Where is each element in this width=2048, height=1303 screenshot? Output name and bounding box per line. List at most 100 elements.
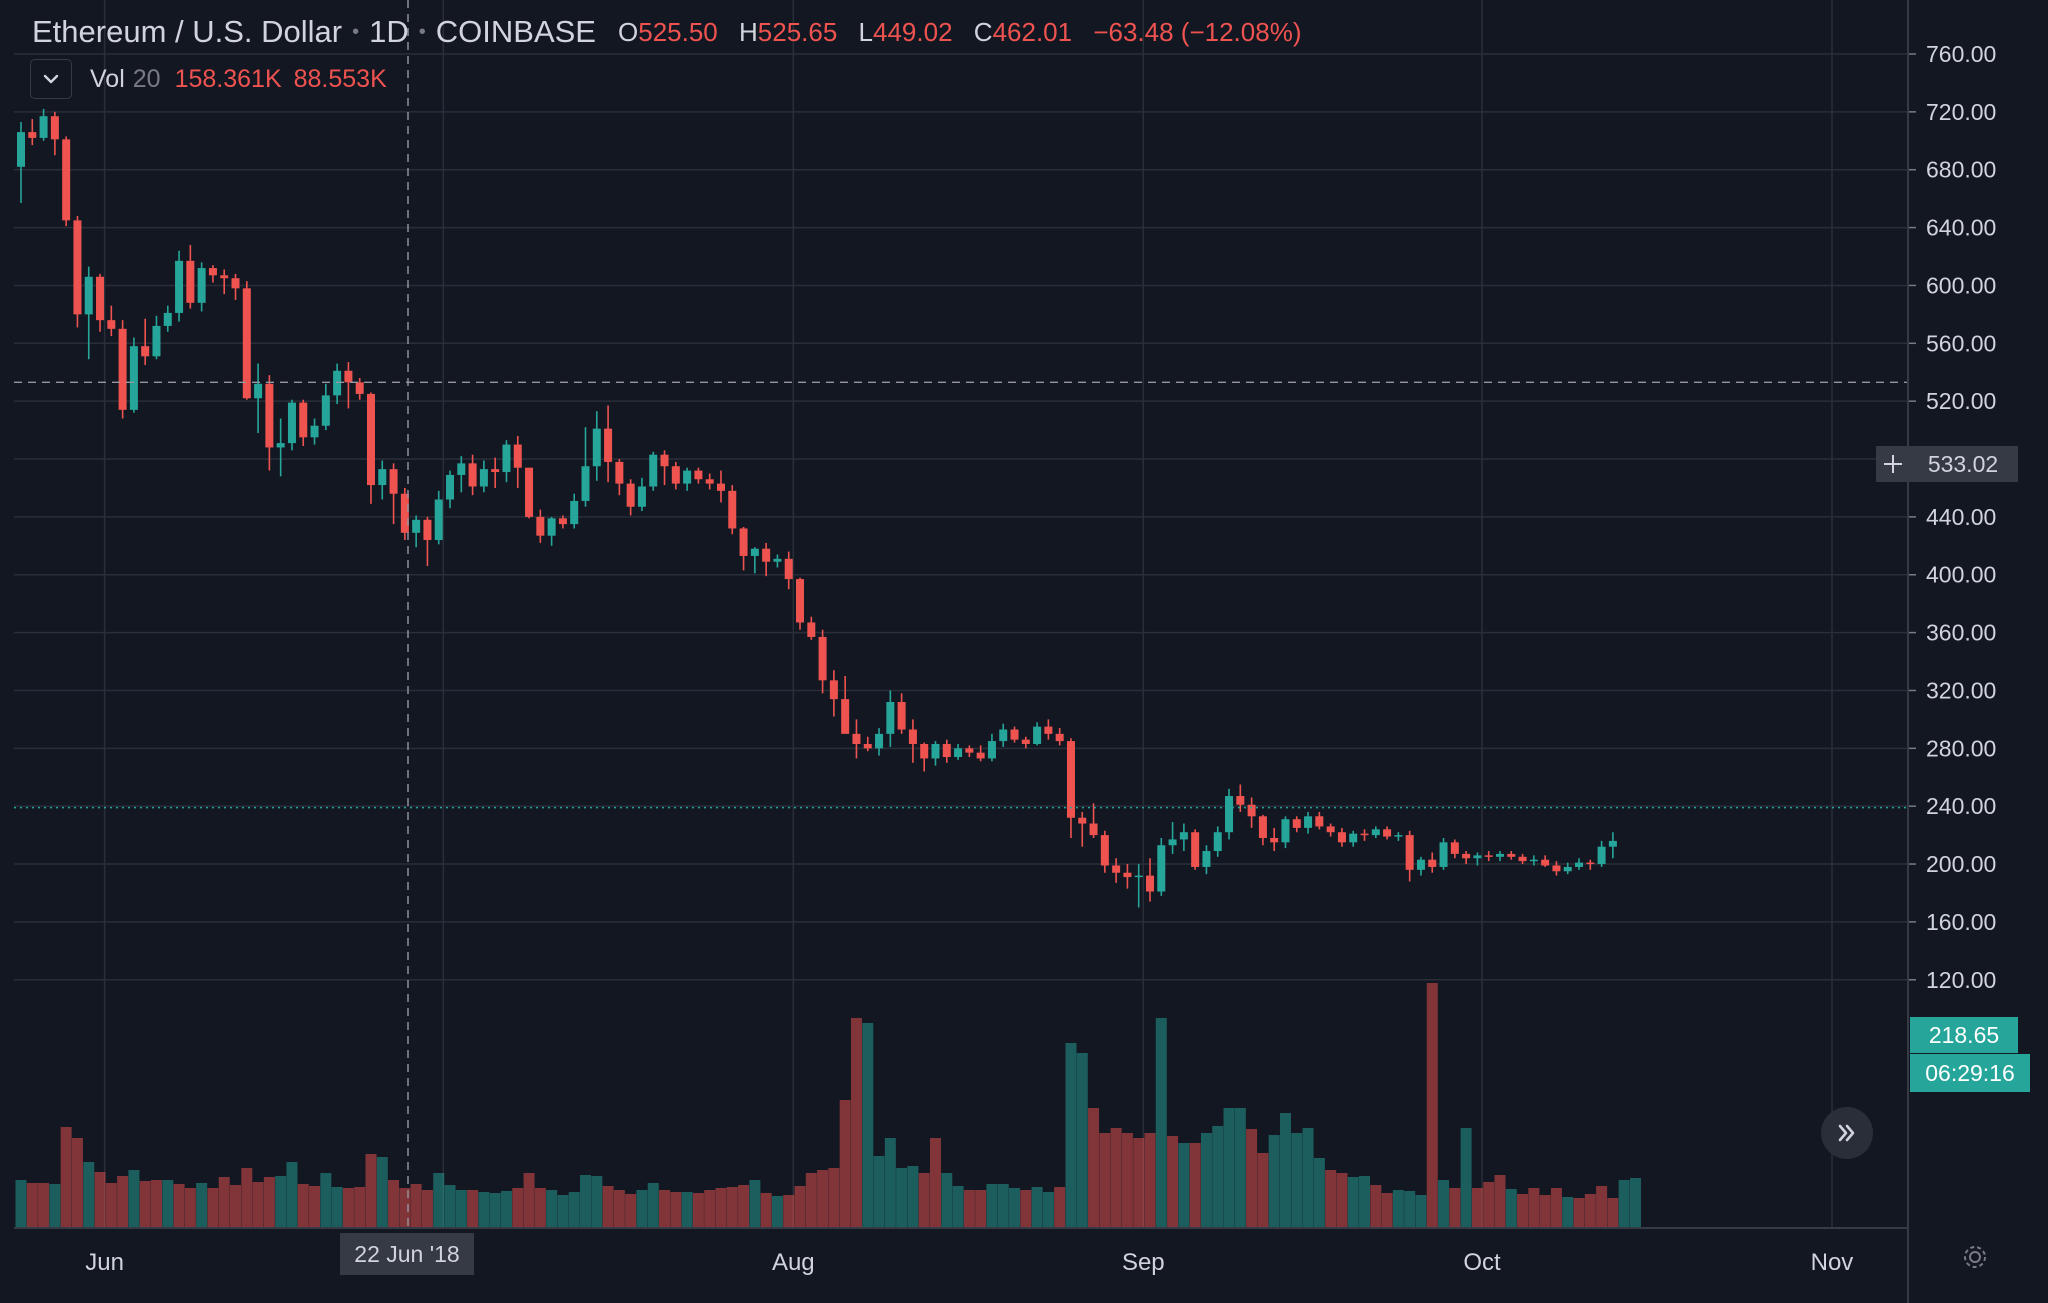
volume-bar: [1562, 1197, 1574, 1228]
candle-body: [1495, 853, 1504, 857]
volume-bar: [828, 1168, 840, 1228]
volume-bar: [1494, 1175, 1506, 1228]
candle-body: [1563, 866, 1572, 872]
y-tick-label: 240.00: [1926, 793, 1996, 819]
candle-body: [276, 443, 285, 448]
volume-bar: [218, 1177, 230, 1228]
candle-body: [446, 474, 455, 500]
y-tick-label: 360.00: [1926, 620, 1996, 646]
candle-body: [434, 499, 443, 541]
candle-body: [242, 288, 251, 399]
candle-body: [829, 680, 838, 700]
volume-bar: [681, 1192, 693, 1228]
candle-body: [886, 702, 895, 734]
candle-body: [502, 444, 511, 473]
scroll-to-realtime-button[interactable]: [1821, 1107, 1873, 1159]
volume-bar: [173, 1184, 185, 1228]
volume-bar: [286, 1162, 298, 1228]
candle-body: [750, 548, 759, 556]
volume-bar: [850, 1018, 862, 1228]
symbol-title[interactable]: Ethereum / U.S. Dollar: [32, 14, 343, 49]
volume-bar: [331, 1187, 343, 1228]
volume-bar: [1381, 1193, 1393, 1228]
volume-bar: [139, 1181, 151, 1228]
x-tick-label: Jun: [85, 1249, 124, 1276]
volume-bar: [376, 1157, 388, 1228]
volume-bar: [1257, 1153, 1269, 1228]
interval-label[interactable]: 1D: [369, 14, 409, 49]
volume-bar: [986, 1184, 998, 1228]
volume-bar: [467, 1190, 479, 1228]
candle-body: [378, 469, 387, 486]
volume-bar: [1550, 1188, 1562, 1228]
candle-body: [954, 748, 963, 757]
volume-bar: [60, 1127, 72, 1228]
volume-bar: [38, 1183, 50, 1228]
candle-body: [705, 479, 714, 484]
volume-bar: [410, 1184, 422, 1228]
candle-body: [920, 743, 929, 759]
volume-label[interactable]: Vol: [90, 64, 125, 93]
candle-body: [852, 733, 861, 744]
candle-body: [479, 469, 488, 487]
y-tick-label: 680.00: [1926, 157, 1996, 183]
volume-bar: [1144, 1133, 1156, 1228]
candle-body: [931, 743, 940, 759]
volume-bar: [1517, 1194, 1529, 1228]
volume-bar: [1505, 1189, 1517, 1228]
volume-bar: [997, 1184, 1009, 1228]
volume-bar: [1054, 1187, 1066, 1228]
candle-body: [1100, 835, 1109, 866]
time-axis[interactable]: JunJulAugSepOctNov: [14, 1227, 1908, 1276]
volume-bar: [602, 1186, 614, 1228]
candle-body: [1597, 846, 1606, 865]
candle-body: [355, 382, 364, 394]
volume-bar: [512, 1188, 524, 1228]
volume-bar: [918, 1173, 930, 1228]
volume-bar: [1449, 1188, 1461, 1228]
volume-bar: [1009, 1188, 1021, 1228]
legend-toggle-button[interactable]: [30, 59, 72, 99]
volume-bar: [523, 1173, 535, 1228]
candle-body: [175, 260, 184, 313]
candle-body: [1112, 865, 1121, 873]
candle-body: [615, 461, 624, 484]
candle-body: [592, 428, 601, 467]
open-value: 525.50: [638, 16, 718, 47]
volume-bar: [365, 1154, 377, 1228]
change-value: −63.48 (−12.08%): [1093, 16, 1302, 47]
candle-body: [976, 752, 985, 759]
candle-body: [17, 132, 25, 167]
candle-body: [1089, 823, 1098, 836]
volume-bar: [263, 1177, 275, 1228]
price-axis[interactable]: 760.00 720.00 680.00 640.00 600.00 560.00 520.…: [1907, 0, 1996, 1303]
candle-body: [62, 139, 71, 221]
candle-body: [649, 454, 658, 487]
add-alert-button[interactable]: [1876, 446, 1910, 482]
candle-body: [525, 467, 534, 517]
candle-body: [1428, 859, 1437, 867]
candle-body: [660, 454, 669, 467]
candle-body: [1258, 816, 1267, 839]
chart-settings-button[interactable]: [1958, 1240, 1992, 1274]
volume-bar: [15, 1180, 27, 1228]
y-tick-label: 280.00: [1926, 735, 1996, 761]
candle-body: [129, 346, 138, 410]
candle-body: [197, 268, 206, 303]
candle-body: [637, 486, 646, 507]
x-tick-label: Sep: [1122, 1249, 1165, 1276]
candle-body: [1225, 796, 1234, 833]
candle-body: [1484, 855, 1493, 857]
volume-bar: [26, 1183, 38, 1228]
candle-body: [1507, 853, 1516, 857]
bar-countdown-label: 06:29:16: [1910, 1054, 2030, 1092]
volume-bar: [1302, 1128, 1314, 1228]
y-tick-label: 640.00: [1926, 215, 1996, 241]
volume-bar: [478, 1192, 490, 1228]
y-tick-label: 320.00: [1926, 677, 1996, 703]
candle-body: [942, 743, 951, 757]
candle-body: [547, 518, 556, 536]
candle-body: [1078, 817, 1087, 824]
candle-body: [841, 699, 850, 734]
